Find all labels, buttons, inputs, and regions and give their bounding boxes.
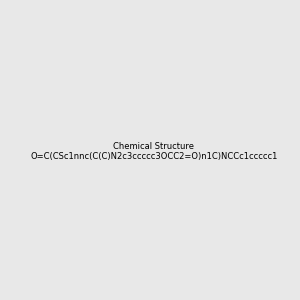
Text: Chemical Structure
O=C(CSc1nnc(C(C)N2c3ccccc3OCC2=O)n1C)NCCc1ccccc1: Chemical Structure O=C(CSc1nnc(C(C)N2c3c… bbox=[30, 142, 278, 161]
